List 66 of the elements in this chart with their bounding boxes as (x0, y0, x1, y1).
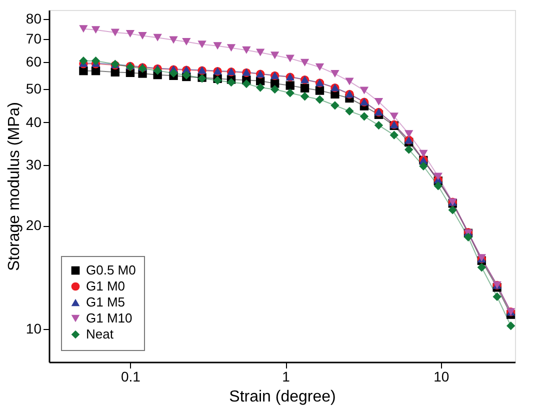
point (345, 78, 354, 86)
point (404, 130, 414, 138)
point (506, 321, 515, 330)
point (360, 112, 369, 121)
y-tick-label: 60 (26, 53, 42, 70)
y-tick-label: 10 (26, 320, 42, 336)
y-tick-label: 40 (26, 114, 42, 130)
point (286, 88, 294, 98)
y-tick-label: 50 (26, 80, 42, 97)
legend-label: G1 M10 (86, 310, 132, 326)
point (434, 172, 442, 180)
point (79, 66, 88, 76)
point (390, 130, 398, 140)
point (419, 162, 428, 170)
x-tick-label: 1 (282, 368, 290, 384)
point (242, 46, 251, 54)
y-axis-title: Storage modulus (MPa) (6, 102, 23, 271)
point (286, 81, 294, 90)
point (300, 92, 310, 101)
point (315, 95, 324, 104)
point (242, 79, 251, 88)
point (256, 48, 265, 56)
point (345, 106, 354, 116)
y-tick-label: 80 (26, 10, 42, 27)
point (213, 42, 222, 50)
point (374, 120, 384, 130)
point (300, 84, 310, 92)
point (226, 78, 236, 87)
point (374, 98, 384, 106)
point (448, 206, 457, 214)
point (79, 56, 88, 66)
point (256, 83, 265, 92)
point (270, 85, 280, 94)
point (270, 52, 280, 60)
point (315, 86, 324, 95)
point (315, 63, 324, 71)
legend-label: G0.5 M0 (86, 262, 136, 278)
point (360, 86, 369, 94)
point (169, 36, 178, 44)
x-tick-label: 0.1 (120, 368, 141, 384)
point (434, 182, 442, 190)
legend-label: Neat (86, 326, 114, 342)
y-tick-label: 70 (26, 30, 42, 46)
point (198, 40, 206, 48)
y-tick-label: 30 (26, 156, 42, 173)
legend-label: G1 M0 (86, 278, 126, 294)
point (182, 38, 191, 46)
point (300, 58, 310, 66)
point (226, 44, 236, 52)
point (330, 101, 340, 110)
x-tick-label: 10 (434, 368, 450, 384)
point (464, 232, 473, 242)
y-tick-label: 20 (26, 217, 42, 234)
point (138, 32, 147, 40)
point (404, 145, 414, 154)
point (286, 54, 294, 62)
point (79, 25, 88, 33)
x-axis-title: Strain (degree) (229, 388, 336, 406)
point (390, 112, 398, 120)
point (153, 34, 162, 42)
point (419, 150, 428, 158)
point (169, 68, 178, 78)
point (330, 70, 340, 78)
point (492, 292, 502, 302)
point (477, 263, 486, 272)
legend-label: G1 M5 (86, 294, 126, 310)
